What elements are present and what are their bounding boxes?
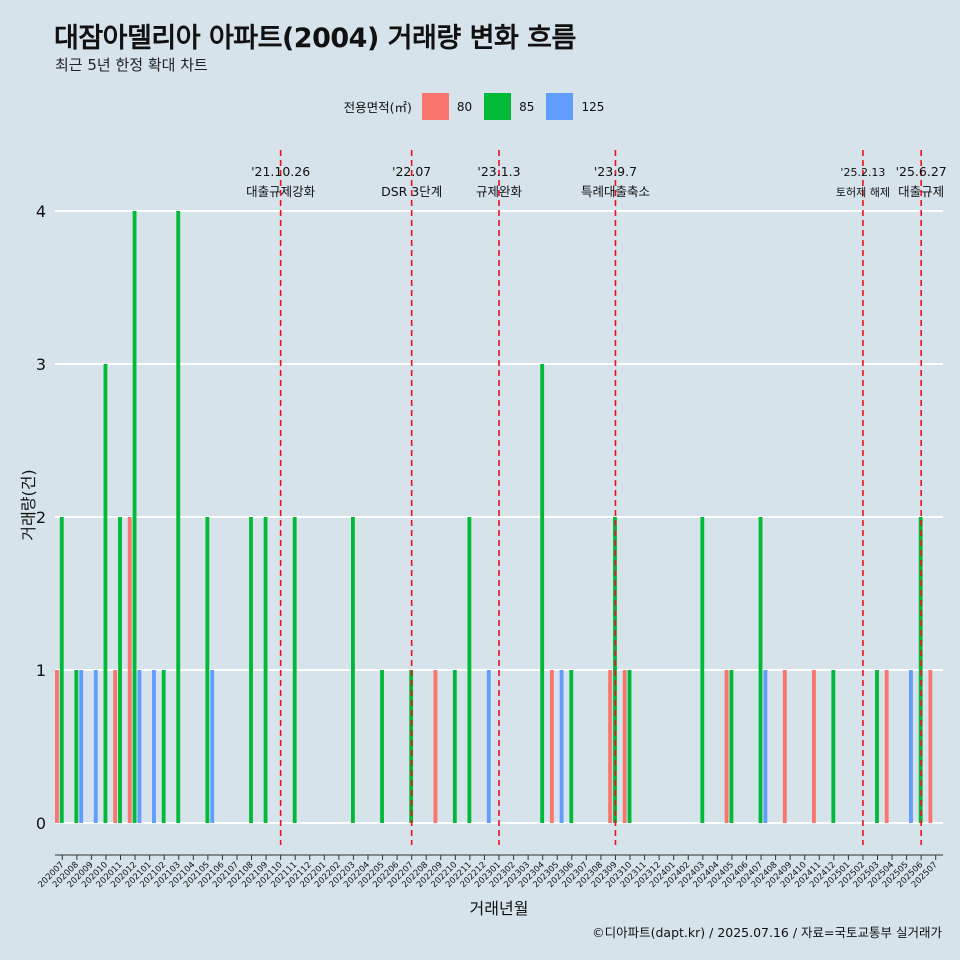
legend-label-85: 85 (519, 99, 535, 114)
bar (875, 670, 879, 823)
bar (380, 670, 384, 823)
legend-item-125: 125 (546, 93, 604, 120)
bar (763, 670, 768, 823)
event-name-label: 규제완화 (476, 184, 523, 199)
bar (608, 670, 613, 823)
bar (79, 670, 84, 823)
bar (161, 670, 166, 823)
y-tick-label: 3 (36, 355, 46, 374)
bar (452, 670, 457, 823)
legend-swatch-125 (546, 93, 574, 120)
bar (831, 670, 836, 823)
bar (729, 670, 734, 823)
bar (118, 517, 122, 823)
bar (351, 517, 355, 823)
event-date-label: '21.10.26 (251, 164, 310, 179)
y-tick-label: 1 (36, 661, 46, 680)
bar (59, 517, 64, 823)
bar (152, 670, 156, 823)
bar (758, 517, 763, 823)
bar (700, 517, 705, 823)
bar (433, 670, 438, 823)
bar (811, 670, 816, 823)
bar (127, 517, 132, 823)
legend-label-80: 80 (456, 99, 473, 114)
event-date-label: '25.2.13 (840, 166, 885, 179)
chart-subtitle: 최근 5년 한정 확대 차트 (55, 56, 208, 74)
bar (724, 670, 729, 823)
bar (782, 670, 787, 823)
bar (132, 211, 137, 823)
bar (486, 670, 491, 823)
event-name-label: DSR 3단계 (381, 184, 442, 199)
event-date-label: '23.1.3 (477, 164, 520, 179)
bar (103, 364, 108, 823)
y-tick-label: 0 (36, 814, 46, 833)
bar (569, 670, 574, 823)
legend-title: 전용면적(㎡) (343, 100, 412, 115)
bar (74, 670, 79, 823)
legend-item-85: 85 (484, 93, 534, 120)
legend: 전용면적(㎡) 80 85 125 (0, 93, 960, 120)
bar (292, 517, 297, 823)
y-tick-label: 2 (36, 508, 46, 527)
bar (559, 670, 564, 823)
bar (93, 670, 98, 823)
event-date-label: '25.6.27 (896, 164, 947, 179)
bar (249, 517, 253, 823)
bar (137, 670, 142, 823)
bar (409, 670, 414, 823)
legend-swatch-80 (421, 93, 449, 120)
event-name-label: 토허제 해제 (836, 185, 890, 199)
bar (55, 670, 59, 823)
event-name-label: 대출규제강화 (246, 184, 316, 199)
x-axis-label: 거래년월 (470, 899, 529, 918)
event-date-label: '22.07 (392, 164, 431, 179)
bar (622, 670, 627, 823)
source-caption: ©디아파트(dapt.kr) / 2025.07.16 / 자료=국토교통부 실… (592, 925, 942, 940)
event-name-label: 대출규제 (898, 184, 944, 199)
bar (627, 670, 632, 823)
bar (205, 517, 210, 823)
y-tick-label: 4 (36, 202, 46, 221)
legend-swatch-85 (484, 93, 512, 120)
legend-item-80: 80 (421, 93, 473, 120)
bar (540, 364, 545, 823)
event-name-label: 특례대출축소 (581, 184, 650, 199)
bar (176, 211, 181, 823)
event-date-label: '23.9.7 (594, 164, 637, 179)
chart-title: 대잠아델리아 아파트(2004) 거래량 변화 흐름 (54, 23, 576, 54)
bar (263, 517, 268, 823)
bar (909, 670, 913, 823)
bar (928, 670, 933, 823)
y-axis-label: 거래량(건) (19, 469, 38, 540)
bar (467, 517, 472, 823)
bar (113, 670, 118, 823)
bar (884, 670, 889, 823)
bar (549, 670, 554, 823)
legend-label-125: 125 (581, 99, 605, 114)
bar (210, 670, 215, 823)
